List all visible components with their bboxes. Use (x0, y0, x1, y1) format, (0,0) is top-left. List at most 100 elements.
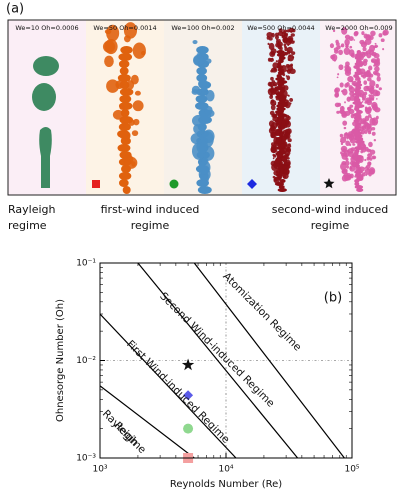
droplet (356, 176, 362, 181)
droplet (272, 116, 278, 122)
droplet (348, 36, 354, 41)
droplet (282, 158, 288, 163)
droplet (364, 158, 367, 162)
droplet (348, 133, 355, 141)
droplet (363, 121, 369, 127)
case-label: We=50 Oh=0.0014 (93, 24, 156, 32)
droplet (282, 117, 285, 121)
y-tick-label: 10⁻¹ (76, 259, 96, 269)
droplet (271, 32, 275, 38)
droplet (359, 121, 363, 125)
droplet (349, 143, 352, 147)
droplet (279, 179, 286, 183)
droplet (357, 80, 362, 84)
droplet (289, 68, 296, 75)
droplet (361, 172, 366, 177)
y-tick-label: 10⁻² (76, 356, 96, 366)
droplet (284, 47, 288, 52)
droplet (277, 115, 281, 120)
regime-label: Rayleigh (8, 203, 56, 216)
droplet (348, 151, 355, 158)
droplet (371, 117, 379, 126)
droplet (364, 167, 366, 170)
droplet (284, 37, 289, 42)
droplet (342, 88, 348, 96)
panel-frame (7, 19, 397, 196)
droplet (345, 82, 350, 87)
droplet (33, 56, 59, 76)
droplet (279, 128, 282, 131)
droplet (351, 54, 355, 58)
droplet (287, 94, 290, 97)
droplet (204, 105, 213, 115)
droplet (271, 122, 278, 130)
case-label: We=10 Oh=0.0006 (15, 24, 78, 32)
droplet (363, 33, 369, 39)
droplet (376, 76, 381, 82)
droplet (290, 63, 294, 67)
droplet (275, 112, 279, 116)
droplet (271, 145, 278, 154)
y-tick-label: 10⁻³ (76, 454, 96, 464)
droplet (123, 22, 138, 39)
droplet (286, 75, 291, 81)
marker-diamond (247, 179, 257, 189)
droplet (356, 75, 360, 79)
droplet (354, 175, 357, 178)
droplet (134, 90, 141, 96)
droplet (368, 114, 372, 118)
droplet (378, 33, 383, 38)
droplet (192, 39, 198, 45)
droplet (119, 88, 134, 96)
droplet (361, 101, 364, 103)
droplet (360, 74, 365, 78)
droplet (365, 173, 368, 177)
droplet (268, 42, 275, 51)
droplet (357, 117, 363, 123)
droplet (370, 91, 373, 95)
droplet (271, 142, 275, 147)
droplet (339, 133, 344, 138)
droplet (335, 42, 340, 47)
x-tick-label: 10⁴ (218, 465, 233, 475)
droplet (285, 29, 288, 33)
droplet (375, 122, 378, 124)
regime-label: regime (8, 219, 47, 232)
droplet (358, 137, 364, 142)
droplet (345, 61, 350, 67)
droplet (277, 103, 282, 109)
droplet (367, 156, 371, 160)
droplet (267, 57, 272, 62)
droplet (266, 32, 273, 38)
droplet (358, 166, 365, 172)
droplet (289, 102, 292, 105)
droplet (382, 29, 389, 36)
droplet (373, 53, 377, 56)
droplet (337, 73, 340, 76)
droplet (369, 75, 372, 78)
droplet (278, 172, 283, 177)
droplet (347, 107, 352, 111)
droplet (275, 60, 278, 63)
droplet (371, 126, 376, 131)
droplet (203, 129, 215, 144)
droplet (349, 165, 356, 172)
droplet (132, 100, 144, 112)
droplet (128, 119, 135, 126)
droplet (371, 131, 376, 136)
x-axis-label: Reynolds Number (Re) (170, 479, 282, 490)
regime-label: second-wind induced (272, 203, 388, 216)
droplet (349, 91, 355, 97)
droplet (282, 113, 288, 118)
droplet (198, 80, 203, 87)
droplet (196, 52, 202, 59)
droplet (343, 47, 351, 56)
droplet (130, 74, 139, 85)
droplet (332, 29, 336, 33)
droplet (354, 54, 359, 59)
droplet (353, 31, 359, 37)
droplet (341, 112, 348, 118)
droplet (197, 186, 212, 194)
droplet (272, 83, 276, 87)
